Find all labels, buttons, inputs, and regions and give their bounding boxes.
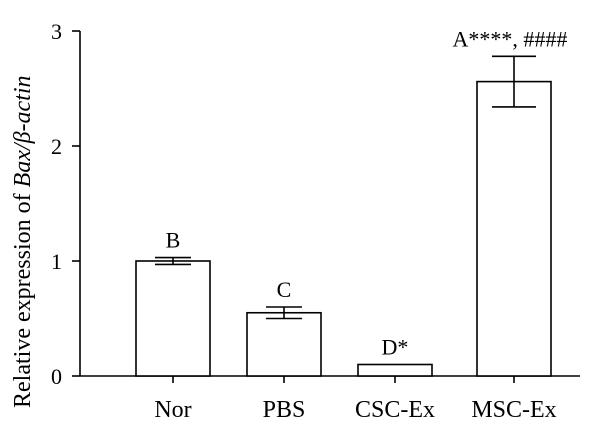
y-tick-label: 0 bbox=[51, 364, 62, 389]
bar-pbs bbox=[246, 311, 322, 377]
x-tick-label: CSC-Ex bbox=[355, 397, 435, 423]
x-tick-label: MSC-Ex bbox=[471, 397, 556, 423]
y-tick-label: 1 bbox=[51, 249, 62, 274]
bar-csc-ex bbox=[357, 363, 433, 377]
significance-label: A****, #### bbox=[453, 26, 568, 51]
y-axis-label: Relative expression of Bax/β-actin bbox=[10, 75, 36, 408]
significance-label: B bbox=[166, 228, 181, 253]
bars bbox=[135, 55, 552, 377]
bar-nor bbox=[135, 260, 211, 377]
y-axis-label-prefix: Relative expression of bbox=[10, 187, 36, 408]
significance-label: D* bbox=[382, 335, 409, 360]
y-tick-label: 3 bbox=[51, 19, 62, 44]
x-tick-label: Nor bbox=[154, 397, 191, 423]
x-tick-label: PBS bbox=[263, 397, 306, 423]
labels: Nor B PBS C CSC-Ex D* MSC-Ex A****, #### bbox=[154, 26, 567, 423]
y-axis-label-italic: Bax/β-actin bbox=[10, 75, 36, 187]
y-tick-label: 2 bbox=[51, 134, 62, 159]
significance-label: C bbox=[277, 277, 292, 302]
bar-msc-ex bbox=[476, 80, 552, 377]
y-axis-title: Relative expression of Bax/β-actin bbox=[10, 75, 36, 408]
